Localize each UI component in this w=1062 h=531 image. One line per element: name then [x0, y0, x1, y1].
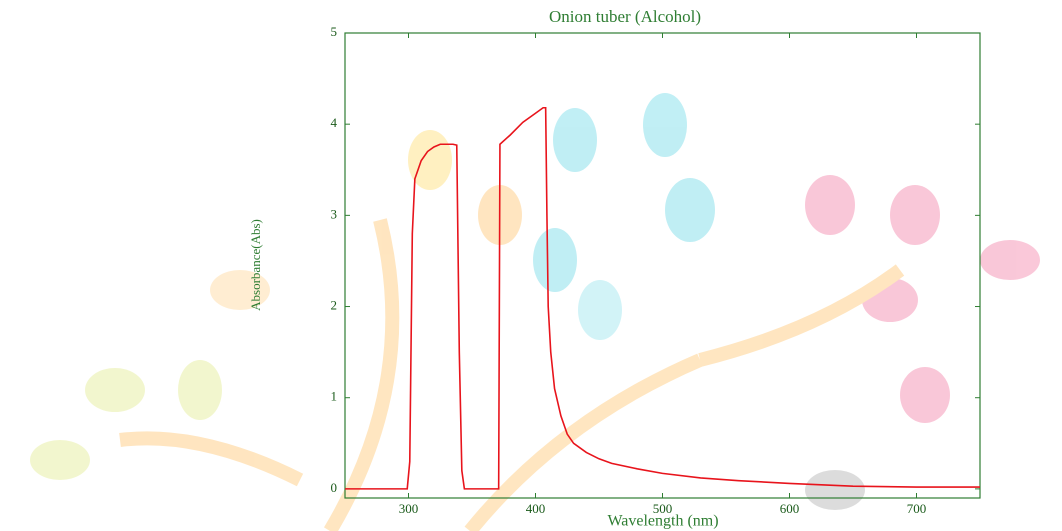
x-tick-label: 400 — [526, 501, 546, 516]
x-tick-label: 500 — [653, 501, 673, 516]
x-axis-label: Wavelength (nm) — [607, 513, 718, 530]
y-tick-label: 1 — [331, 389, 338, 404]
y-axis-label: Absorbance(Abs) — [248, 219, 263, 311]
data-line — [345, 106, 980, 490]
y-tick-label: 0 — [331, 480, 338, 495]
chart-title: Onion tuber (Alcohol) — [549, 7, 701, 26]
y-tick-label: 4 — [331, 115, 338, 130]
x-tick-label: 600 — [780, 501, 800, 516]
y-tick-label: 5 — [331, 24, 338, 39]
x-tick-label: 300 — [399, 501, 419, 516]
watermark — [30, 93, 1040, 531]
y-tick-label: 2 — [331, 298, 338, 313]
x-tick-label: 700 — [907, 501, 927, 516]
y-tick-label: 3 — [331, 206, 338, 221]
